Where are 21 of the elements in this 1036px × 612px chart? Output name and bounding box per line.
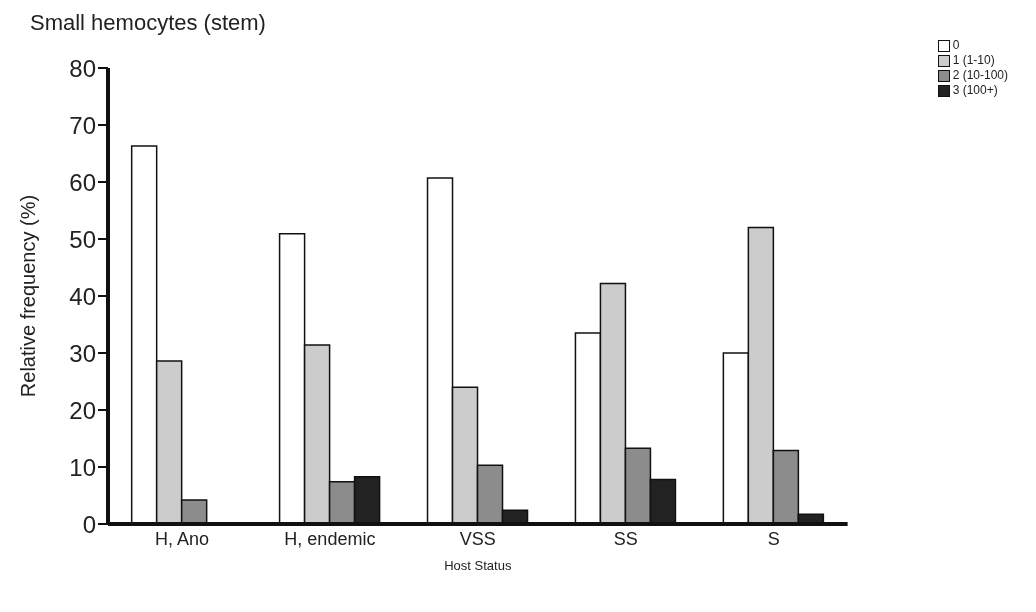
legend-label: 1 (1-10) [952,53,995,68]
x-tick-label: H, endemic [284,528,376,549]
x-tick-label: VSS [459,528,496,549]
x-tick-label: SS [613,528,638,549]
y-tick-label: 50 [69,225,96,253]
y-tick-label: 40 [69,282,96,310]
y-tick-label: 30 [69,339,96,367]
y-tick-label: 70 [69,111,96,139]
legend-label: 2 (10-100) [952,68,1008,83]
y-tick-label: 0 [82,510,96,538]
legend-label: 3 (100+) [952,83,998,98]
y-tick-label: 80 [69,54,96,82]
y-axis-title: Relative frequency (%) [17,194,40,398]
y-tick-label: 60 [69,168,96,196]
chart-title: Small hemocytes (stem) [30,10,266,36]
legend-label: 0 [952,38,960,53]
y-tick-label: 10 [69,453,96,481]
y-tick-label: 20 [69,396,96,424]
x-axis-title: Host Status [444,558,512,573]
x-tick-label: H, Ano [154,528,209,549]
x-tick-label: S [767,528,780,549]
